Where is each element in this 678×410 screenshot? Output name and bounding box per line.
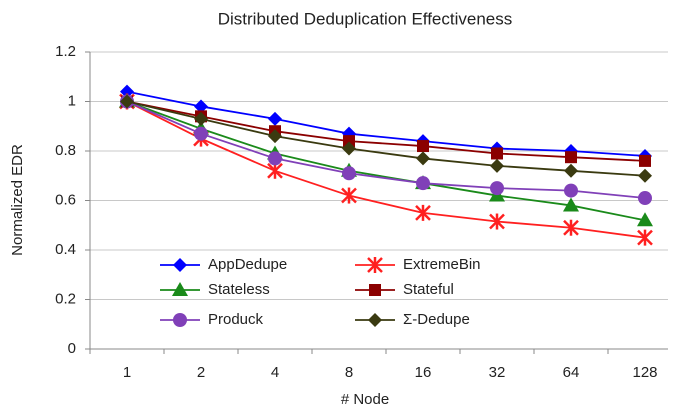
series-line: [126, 100, 646, 222]
y-axis-label: Normalized EDR: [9, 144, 26, 256]
marker: [489, 213, 505, 230]
legend-label: Stateful: [403, 281, 454, 298]
y-tick-label: 0.8: [55, 142, 76, 159]
marker: [416, 151, 430, 166]
legend-label: Σ-Dedupe: [403, 311, 470, 328]
marker: [490, 181, 504, 196]
legend-label: ExtremeBin: [403, 256, 481, 273]
y-tick-label: 0.6: [55, 191, 76, 208]
marker: [268, 151, 282, 166]
y-tick-label: 0: [68, 340, 76, 357]
marker: [194, 126, 208, 141]
marker: [368, 313, 382, 327]
series-line: [126, 100, 646, 162]
x-tick-label: 2: [197, 364, 205, 381]
marker: [194, 99, 208, 114]
series-line: [126, 100, 646, 199]
marker: [173, 258, 187, 272]
x-tick-label: 128: [632, 364, 657, 381]
y-tick-label: 1: [68, 92, 76, 109]
legend-label: AppDedupe: [208, 256, 287, 273]
marker: [267, 162, 283, 179]
marker: [268, 111, 282, 126]
legend-label: Stateless: [208, 281, 270, 298]
chart-title: Distributed Deduplication Effectiveness: [218, 9, 513, 28]
marker: [120, 94, 134, 109]
marker: [563, 197, 579, 212]
x-tick-label: 64: [563, 364, 580, 381]
series-line: [126, 100, 646, 177]
marker: [637, 212, 653, 227]
marker: [343, 135, 355, 148]
marker: [639, 154, 651, 167]
series-line: [126, 100, 646, 239]
marker: [120, 84, 134, 99]
marker: [565, 151, 577, 164]
x-tick-label: 1: [123, 364, 131, 381]
marker: [564, 183, 578, 198]
marker: [342, 141, 356, 156]
marker: [194, 111, 208, 126]
marker: [490, 158, 504, 173]
marker: [563, 219, 579, 236]
x-axis-label: # Node: [341, 391, 389, 408]
x-tick-label: 4: [271, 364, 279, 381]
marker: [564, 163, 578, 178]
marker: [415, 204, 431, 221]
marker: [416, 176, 430, 191]
x-tick-label: 32: [489, 364, 506, 381]
y-tick-label: 0.4: [55, 241, 76, 258]
marker: [369, 284, 381, 296]
x-tick-label: 8: [345, 364, 353, 381]
marker: [173, 313, 187, 327]
marker: [342, 166, 356, 181]
marker: [638, 191, 652, 206]
marker: [491, 147, 503, 160]
marker: [172, 282, 188, 296]
marker: [637, 229, 653, 246]
legend-label: Produck: [208, 311, 264, 328]
y-tick-label: 1.2: [55, 43, 76, 60]
marker: [341, 187, 357, 204]
marker: [638, 168, 652, 183]
marker: [268, 129, 282, 144]
marker: [367, 257, 383, 273]
marker: [417, 140, 429, 153]
y-tick-label: 0.2: [55, 290, 76, 307]
x-tick-label: 16: [415, 364, 432, 381]
series-line: [126, 90, 646, 157]
